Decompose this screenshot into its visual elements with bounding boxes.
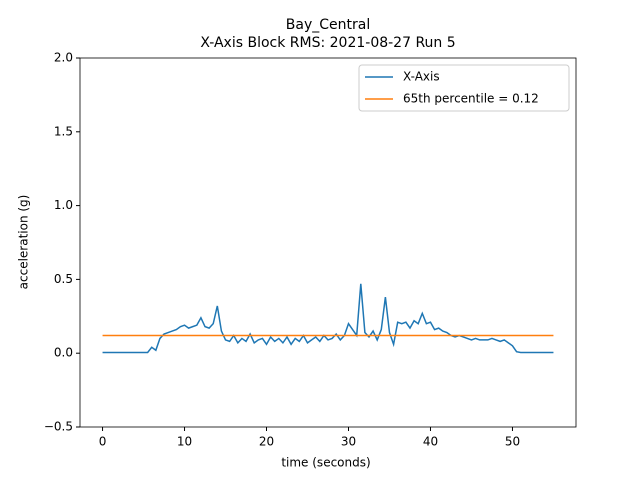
x-tick-label: 10 xyxy=(177,435,192,449)
y-tick-label: 0.5 xyxy=(54,272,73,286)
plot-frame xyxy=(79,57,577,428)
y-tick-label: 1.5 xyxy=(54,124,73,138)
y-axis-label: acceleration (g) xyxy=(17,195,31,290)
y-tick-label: 0.0 xyxy=(54,346,73,360)
y-tick-label: 1.0 xyxy=(54,198,73,212)
x-tick-label: 30 xyxy=(341,435,356,449)
chart-subtitle: X-Axis Block RMS: 2021-08-27 Run 5 xyxy=(200,35,455,51)
y-tick-label: −0.5 xyxy=(44,420,73,434)
x-tick-label: 50 xyxy=(505,435,520,449)
x-axis-label: time (seconds) xyxy=(281,456,370,470)
legend-box xyxy=(358,64,570,112)
x-tick-label: 20 xyxy=(259,435,274,449)
y-tick-label: 2.0 xyxy=(54,51,73,65)
legend-label: X-Axis xyxy=(403,70,440,84)
data-line xyxy=(102,283,554,354)
x-tick-label: 0 xyxy=(99,435,107,449)
x-tick-label: 40 xyxy=(423,435,438,449)
chart-title: Bay_Central xyxy=(286,17,370,33)
legend-label: 65th percentile = 0.12 xyxy=(403,92,539,106)
